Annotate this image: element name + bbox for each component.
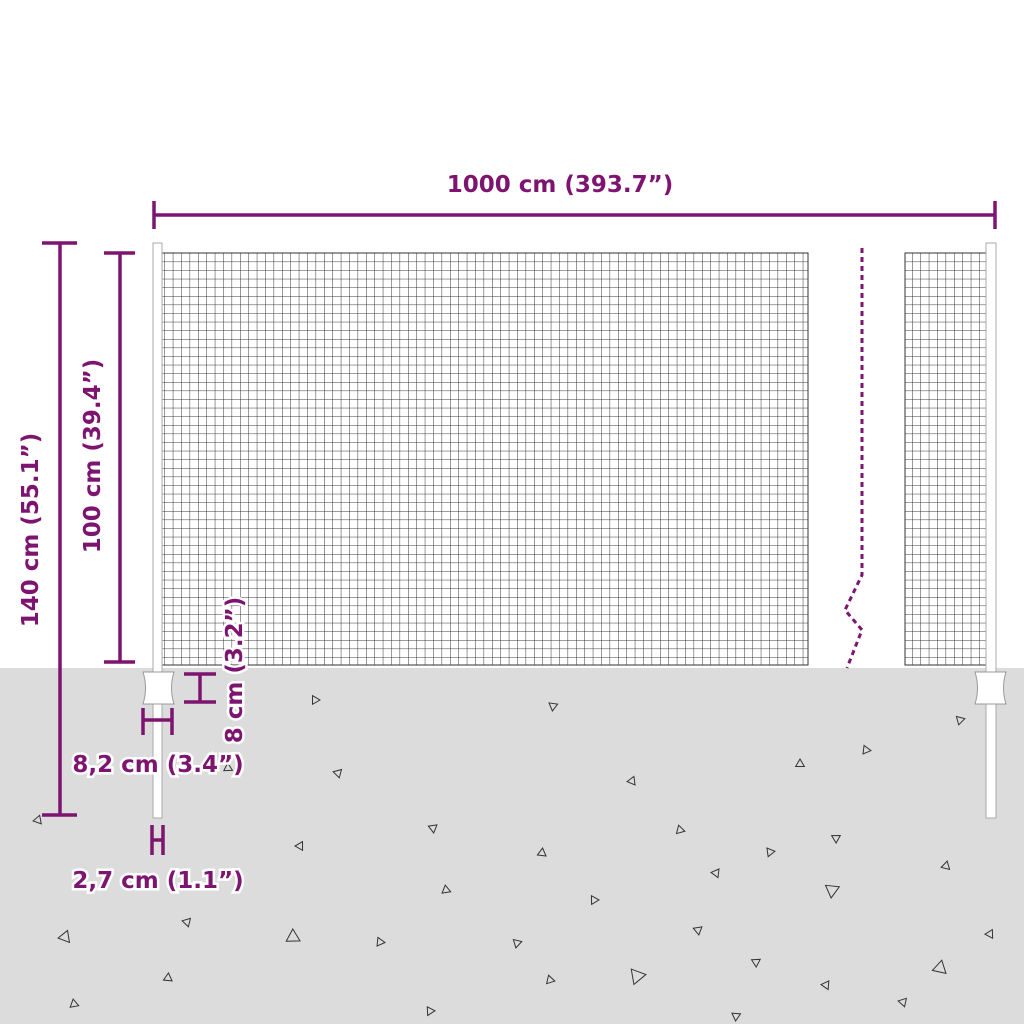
stone-mark bbox=[731, 1012, 742, 1022]
post-right bbox=[985, 242, 997, 819]
stone-mark bbox=[692, 926, 703, 936]
stone-mark bbox=[57, 929, 71, 944]
stone-mark bbox=[548, 702, 559, 712]
stone-mark bbox=[675, 824, 686, 835]
stone-mark bbox=[181, 917, 192, 928]
stone-mark bbox=[332, 768, 343, 779]
mesh-panel-left bbox=[155, 252, 809, 666]
stone-mark bbox=[69, 998, 80, 1008]
stone-mark bbox=[940, 860, 951, 871]
post-left bbox=[152, 242, 163, 819]
stone-mark bbox=[766, 847, 776, 858]
stone-mark bbox=[955, 715, 966, 726]
break-line bbox=[843, 248, 864, 669]
stone-mark bbox=[897, 997, 908, 1008]
stone-mark bbox=[626, 775, 636, 786]
bracket-width-dimension-line bbox=[141, 708, 174, 735]
net-height-label: 100 cm (39.4”) bbox=[80, 359, 106, 554]
stone-mark bbox=[984, 928, 994, 940]
stone-mark bbox=[512, 938, 523, 949]
post-diameter-label: 2,7 cm (1.1”) bbox=[72, 868, 243, 894]
total-height-label: 140 cm (55.1”) bbox=[18, 433, 44, 628]
stone-mark bbox=[862, 744, 872, 755]
length-label: 1000 cm (393.7”) bbox=[447, 172, 674, 198]
post-diameter-dimension-line bbox=[150, 825, 165, 855]
stone-mark bbox=[830, 834, 842, 844]
bracket-height-dimension-line bbox=[184, 672, 216, 704]
stone-mark bbox=[824, 884, 841, 899]
stone-mark bbox=[222, 762, 234, 772]
stone-mark bbox=[710, 868, 720, 879]
bracket-height-label: 8 cm (3.2”) bbox=[222, 597, 248, 744]
length-dimension-line bbox=[152, 201, 997, 229]
bracket-width-label: 8,2 cm (3.4”) bbox=[72, 752, 243, 778]
net-height-dimension-line bbox=[104, 251, 135, 664]
stone-mark bbox=[285, 927, 301, 942]
bracket-left bbox=[142, 671, 175, 705]
stone-mark bbox=[441, 884, 452, 894]
total-height-dimension-line bbox=[42, 241, 77, 817]
stone-mark bbox=[427, 824, 438, 834]
stone-mark bbox=[32, 814, 42, 825]
stone-mark bbox=[794, 758, 806, 768]
bracket-right bbox=[974, 671, 1007, 705]
ground-stones bbox=[32, 694, 994, 1022]
mesh-panel-right bbox=[904, 252, 991, 666]
stone-mark bbox=[750, 958, 762, 968]
stone-mark bbox=[536, 847, 547, 857]
stone-mark bbox=[311, 694, 321, 706]
stone-mark bbox=[293, 840, 304, 852]
stone-mark bbox=[820, 980, 830, 991]
stone-mark bbox=[162, 972, 173, 982]
stone-mark bbox=[426, 1005, 436, 1017]
stone-mark bbox=[931, 959, 947, 975]
stone-mark bbox=[545, 974, 556, 985]
stone-mark bbox=[590, 894, 600, 906]
stone-mark bbox=[376, 936, 386, 947]
stone-mark bbox=[630, 968, 647, 986]
